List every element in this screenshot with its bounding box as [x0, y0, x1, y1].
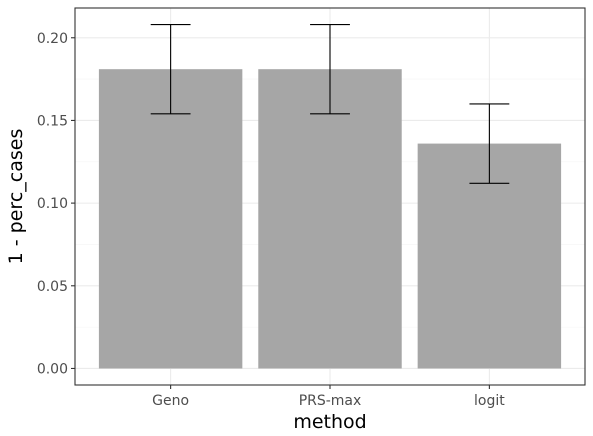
y-axis-ticks: 0.00 0.05 0.10 0.15 0.20 — [37, 31, 75, 378]
y-tick-label: 0.20 — [37, 31, 68, 47]
y-tick-label: 0.15 — [37, 113, 68, 129]
y-tick-label: 0.10 — [37, 196, 68, 212]
y-axis-title: 1 - perc_cases — [5, 129, 27, 265]
y-tick-label: 0.00 — [37, 361, 68, 377]
x-axis-title: method — [293, 411, 366, 433]
x-tick-label: Geno — [152, 393, 189, 409]
x-tick-label: PRS-max — [299, 393, 362, 409]
x-tick-label: logit — [474, 393, 505, 409]
y-tick-label: 0.05 — [37, 279, 68, 295]
x-axis-ticks: Geno PRS-max logit — [152, 385, 505, 409]
